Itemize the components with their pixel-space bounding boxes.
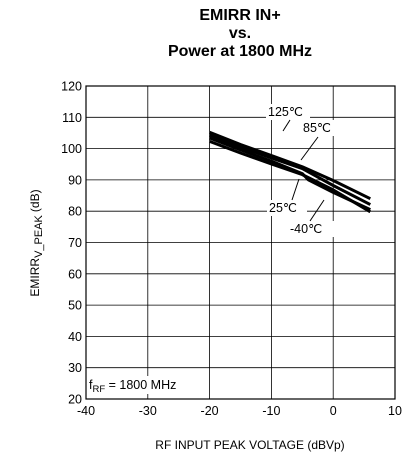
- label-125c-text: 125℃: [268, 105, 303, 119]
- y-tick-label: 80: [68, 205, 82, 219]
- label-85c-text: 85℃: [303, 121, 331, 135]
- chart-title: EMIRR IN+ vs. Power at 1800 MHz: [168, 7, 312, 60]
- condition-label-main: f: [89, 378, 93, 392]
- y-tick-label: 50: [68, 299, 82, 313]
- condition-label-rest: = 1800 MHz: [105, 378, 176, 392]
- x-tick-label: 10: [388, 404, 402, 418]
- x-tick-label: -10: [262, 404, 280, 418]
- title-line-2: vs.: [229, 25, 251, 42]
- series-labels: 125℃ 85℃ 25℃ -40℃: [266, 104, 339, 237]
- y-tick-label: 70: [68, 236, 82, 250]
- y-tick-label: 40: [68, 330, 82, 344]
- y-tick-label: 110: [62, 111, 82, 125]
- condition-label-sub: RF: [92, 384, 105, 395]
- x-axis-label: RF INPUT PEAK VOLTAGE (dBVp): [155, 438, 344, 452]
- y-axis-label-sub: V_PEAK: [33, 214, 45, 257]
- label-neg40c: -40℃: [288, 199, 334, 237]
- x-tick-label: -30: [139, 404, 157, 418]
- x-tick-label: -40: [77, 404, 95, 418]
- series-line-1: [209, 133, 371, 206]
- y-axis-label-unit: (dB): [28, 189, 42, 212]
- series-line-3: [209, 139, 372, 214]
- y-tick-label: 90: [68, 173, 82, 187]
- title-line-1: EMIRR IN+: [199, 7, 280, 24]
- label-25c: 25℃: [267, 178, 307, 216]
- x-tick-labels: -40 -30 -20 -10 0 10: [77, 404, 402, 418]
- y-tick-label: 60: [68, 267, 82, 281]
- series-lines: [209, 130, 372, 214]
- title-line-3: Power at 1800 MHz: [168, 43, 312, 60]
- y-tick-label: 120: [61, 80, 82, 94]
- label-25c-text: 25℃: [269, 201, 297, 215]
- y-tick-label: 100: [61, 142, 82, 156]
- label-85c: 85℃: [300, 120, 339, 161]
- y-tick-label: 30: [68, 361, 82, 375]
- y-tick-labels: 20 30 40 50 60 70 80 90 100 110 120: [61, 80, 82, 407]
- series-line-0: [209, 130, 371, 201]
- label-neg40c-text: -40℃: [290, 222, 322, 236]
- svg-text:fRF = 1800 MHz: fRF = 1800 MHz: [89, 378, 176, 395]
- x-tick-label: 0: [330, 404, 337, 418]
- label-125c: 125℃: [266, 104, 310, 132]
- y-axis-label: EMIRRV_PEAK (dB): [28, 189, 45, 296]
- x-tick-label: -20: [201, 404, 219, 418]
- y-tick-label: 20: [68, 393, 82, 407]
- y-axis-label-main: EMIRR: [28, 258, 42, 297]
- condition-label: fRF = 1800 MHz: [87, 376, 203, 395]
- grid: [86, 86, 395, 399]
- plot-frame: [85, 85, 396, 400]
